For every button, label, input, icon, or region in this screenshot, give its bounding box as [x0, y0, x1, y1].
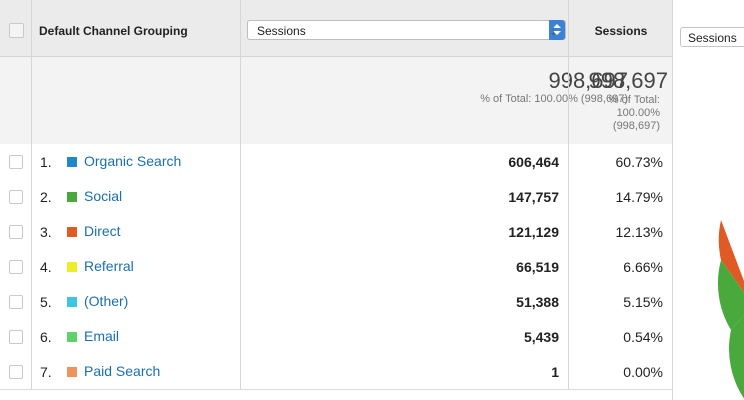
color-swatch: [67, 367, 77, 377]
pie-panel: [672, 0, 744, 400]
channel-link[interactable]: Direct: [84, 223, 121, 239]
total-percent-count: (998,697): [612, 120, 660, 132]
table-row: 6. Email 5,439 0.54%: [0, 319, 672, 355]
row-checkbox[interactable]: [9, 365, 23, 379]
pie-slice-social: [717, 260, 744, 330]
column-divider: [31, 0, 32, 390]
channel-link[interactable]: Organic Search: [84, 153, 182, 169]
row-checkbox[interactable]: [9, 260, 23, 274]
table-row: 3. Direct 121,129 12.13%: [0, 214, 672, 250]
row-percent: 60.73%: [615, 154, 663, 170]
row-number: 4.: [40, 259, 52, 275]
row-sessions: 51,388: [516, 294, 559, 310]
channel-link[interactable]: Social: [84, 188, 123, 204]
table-row: 7. Paid Search 1 0.00%: [0, 354, 672, 390]
table-row: 2. Social 147,757 14.79%: [0, 179, 672, 215]
row-percent: 12.13%: [615, 224, 663, 240]
row-percent: 0.00%: [623, 364, 663, 380]
metric-select[interactable]: Sessions: [247, 20, 566, 40]
row-percent: 14.79%: [615, 189, 663, 205]
table-header: Default Channel Grouping Sessions ↓ Sess…: [0, 0, 672, 57]
color-swatch: [67, 332, 77, 342]
total-percent-value: 100.00%: [616, 107, 660, 119]
channel-link[interactable]: Email: [84, 328, 120, 344]
channel-link[interactable]: Paid Search: [84, 363, 161, 379]
pie-chart: [717, 220, 744, 399]
channel-link[interactable]: (Other): [84, 293, 129, 309]
row-checkbox[interactable]: [9, 190, 23, 204]
column-divider: [240, 0, 241, 390]
color-swatch: [67, 297, 77, 307]
row-percent: 0.54%: [623, 329, 663, 345]
row-number: 6.: [40, 329, 52, 345]
table-row: 4. Referral 66,519 6.66%: [0, 249, 672, 285]
color-swatch: [67, 192, 77, 202]
select-all-checkbox[interactable]: [9, 23, 24, 38]
pie-slice-social-2: [729, 315, 744, 399]
total-percent-label: % of Total:: [608, 94, 660, 106]
row-percent: 5.15%: [623, 294, 663, 310]
row-sessions: 66,519: [516, 259, 559, 275]
row-checkbox[interactable]: [9, 225, 23, 239]
sessions-column-title[interactable]: Sessions: [594, 24, 648, 38]
table-row: 5. (Other) 51,388 5.15%: [0, 284, 672, 320]
color-swatch: [67, 262, 77, 272]
row-checkbox[interactable]: [9, 155, 23, 169]
total-sessions-percent: % of Total: 100.00% (998,697): [480, 93, 628, 105]
column-divider: [568, 0, 569, 390]
row-number: 1.: [40, 154, 52, 170]
row-percent: 6.66%: [623, 259, 663, 275]
color-swatch: [67, 157, 77, 167]
table-row: 1. Organic Search 606,464 60.73%: [0, 144, 672, 180]
row-sessions: 121,129: [508, 224, 559, 240]
channel-link[interactable]: Referral: [84, 258, 134, 274]
sort-down-icon[interactable]: ↓: [550, 22, 557, 38]
row-sessions: 147,757: [508, 189, 559, 205]
total-sessions-percent-2: % of Total: 100.00% (998,697): [568, 94, 660, 133]
row-number: 2.: [40, 189, 52, 205]
total-sessions-value: 998,697: [548, 68, 628, 93]
row-number: 5.: [40, 294, 52, 310]
row-sessions: 606,464: [508, 154, 559, 170]
row-checkbox[interactable]: [9, 295, 23, 309]
row-sessions: 1: [551, 364, 559, 380]
pie-slice-direct: [718, 220, 744, 293]
row-number: 3.: [40, 224, 52, 240]
row-sessions: 5,439: [523, 329, 559, 345]
dimension-column-title: Default Channel Grouping: [39, 24, 188, 38]
row-checkbox[interactable]: [9, 330, 23, 344]
pie-metric-button[interactable]: Sessions: [680, 27, 744, 47]
color-swatch: [67, 227, 77, 237]
total-sessions-value-2: 998,697: [588, 68, 668, 93]
row-number: 7.: [40, 364, 52, 380]
metric-select-value: Sessions: [257, 24, 306, 38]
select-arrows-icon[interactable]: [549, 20, 565, 40]
